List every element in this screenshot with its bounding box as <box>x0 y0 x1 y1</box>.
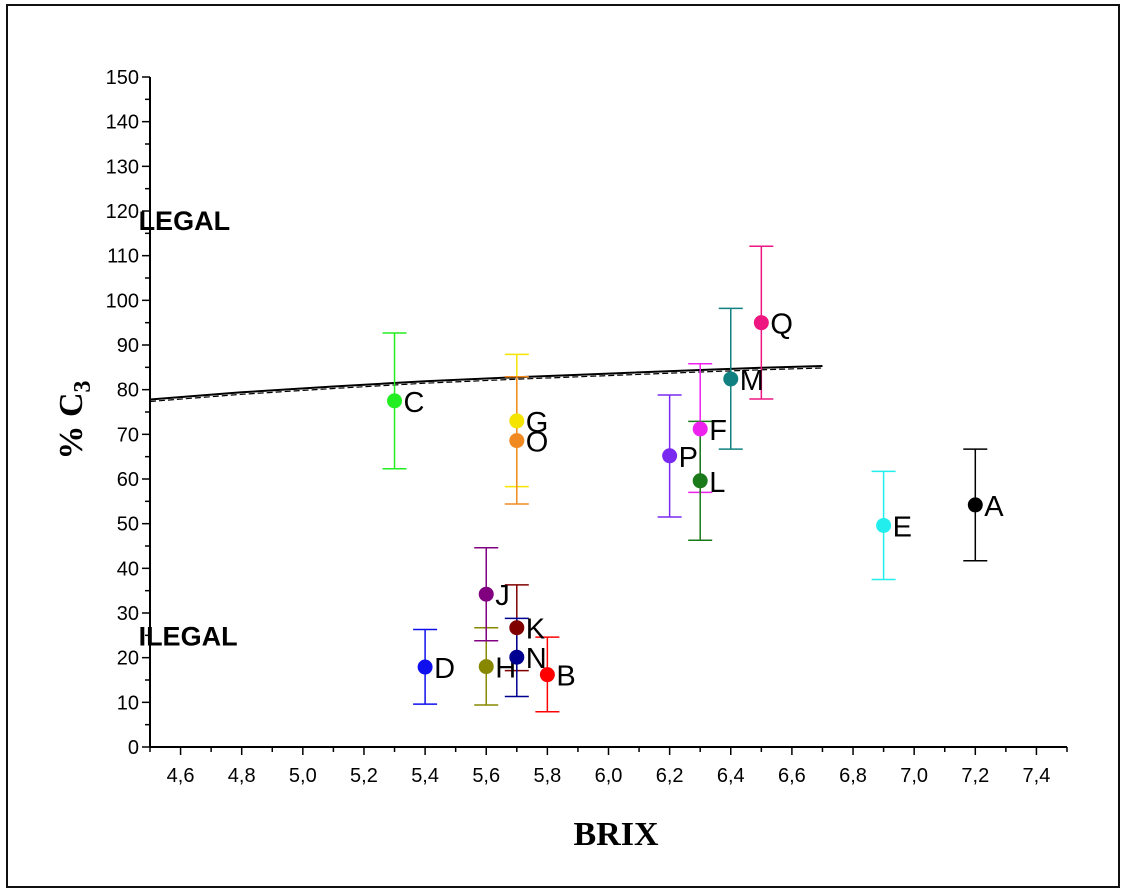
point-label-J: J <box>495 580 510 612</box>
y-tick-label: 10 <box>117 692 139 714</box>
data-point-L <box>692 473 708 489</box>
x-tick-label: 7,2 <box>961 765 989 787</box>
data-point-O <box>509 433 525 449</box>
x-tick-label: 7,4 <box>1023 765 1051 787</box>
chart-frame <box>6 4 1120 888</box>
y-tick-label: 150 <box>106 67 139 89</box>
point-label-M: M <box>740 365 764 397</box>
y-tick-label: 90 <box>117 335 139 357</box>
point-label-G: G <box>526 407 549 439</box>
y-tick-label: 130 <box>106 156 139 178</box>
y-tick-label: 40 <box>117 558 139 580</box>
y-tick-label: 100 <box>106 290 139 312</box>
y-tick-label: 0 <box>128 737 139 759</box>
data-point-J <box>478 586 494 602</box>
y-tick-label: 70 <box>117 424 139 446</box>
data-point-Q <box>753 315 769 331</box>
x-tick-label: 6,2 <box>656 765 684 787</box>
point-label-E: E <box>893 511 912 543</box>
y-tick-label: 110 <box>107 246 139 268</box>
region-label-legal: LEGAL <box>139 206 231 236</box>
data-point-A <box>967 497 983 513</box>
point-label-N: N <box>526 643 547 675</box>
x-tick-label: 6,8 <box>839 765 867 787</box>
x-tick-label: 4,6 <box>167 765 195 787</box>
point-label-F: F <box>709 415 727 447</box>
x-tick-label: 4,8 <box>228 765 256 787</box>
error-bars <box>382 245 988 713</box>
data-point-C <box>387 393 403 409</box>
y-tick-label: 50 <box>117 514 139 536</box>
data-point-D <box>417 659 433 675</box>
y-tick-label: 80 <box>117 380 139 402</box>
y-axis-title-subscript: 3 <box>70 380 96 392</box>
y-axis-title: % C3 <box>53 380 96 459</box>
data-point-K <box>509 620 525 636</box>
x-tick-label: 6,0 <box>595 765 623 787</box>
x-tick-label: 6,6 <box>778 765 806 787</box>
y-tick-label: 120 <box>106 201 139 223</box>
ticks: 0 10 20 30 40 50 60 70 80 90 100 110 120 130 140 150 4,6… <box>106 67 1068 787</box>
threshold-line <box>149 365 823 403</box>
data-point-P <box>662 448 678 464</box>
x-tick-label: 6,4 <box>717 765 745 787</box>
data-point-H <box>478 659 494 675</box>
y-axis-title-main: % C <box>53 392 90 459</box>
data-point-M <box>723 371 739 387</box>
point-label-L: L <box>709 467 725 499</box>
threshold-curve-dashed <box>149 367 823 403</box>
point-label-C: C <box>404 387 425 419</box>
x-tick-label: 5,2 <box>350 765 378 787</box>
point-label-Q: Q <box>770 309 793 341</box>
axes <box>149 77 1067 748</box>
y-tick-label: 60 <box>117 469 139 491</box>
point-label-O: O <box>526 427 549 459</box>
region-label-ilegal: ILEGAL <box>139 621 238 651</box>
point-label-D: D <box>434 653 455 685</box>
y-tick-label: 140 <box>106 112 139 134</box>
x-tick-label: 5,8 <box>533 765 561 787</box>
point-label-A: A <box>984 491 1004 523</box>
x-tick-label: 5,4 <box>411 765 439 787</box>
data-point-E <box>876 517 892 533</box>
y-tick-label: 20 <box>117 648 139 670</box>
data-point-G <box>509 413 525 429</box>
point-label-K: K <box>526 614 546 646</box>
point-label-P: P <box>679 442 698 474</box>
x-axis-title: BRIX <box>573 816 658 853</box>
data-point-B <box>539 667 555 683</box>
data-point-F <box>692 421 708 437</box>
x-tick-label: 5,0 <box>289 765 317 787</box>
data-point-N <box>509 649 525 665</box>
x-tick-label: 5,6 <box>472 765 500 787</box>
x-tick-label: 7,0 <box>900 765 928 787</box>
region-annotations: LEGAL ILEGAL <box>139 206 238 651</box>
point-label-B: B <box>556 661 575 693</box>
y-tick-label: 30 <box>117 603 139 625</box>
